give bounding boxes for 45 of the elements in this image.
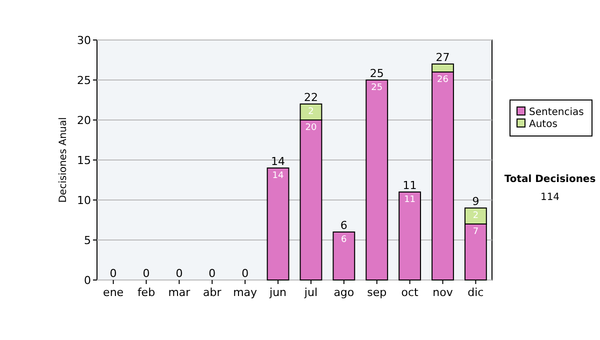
data-label: 6	[341, 235, 348, 245]
y-tick-label: 20	[77, 114, 91, 127]
x-tick-label: jul	[303, 286, 318, 299]
total-label: 27	[436, 51, 450, 64]
x-tick-label: ene	[103, 286, 124, 299]
data-label: 7	[472, 227, 479, 237]
y-tick-label: 0	[84, 274, 91, 287]
x-tick-label: ago	[334, 286, 354, 299]
data-label: 26	[437, 75, 449, 85]
y-axis-title: Decisiones Anual	[58, 117, 69, 203]
legend-label: Sentencias	[529, 107, 584, 118]
x-tick-label: mar	[168, 286, 191, 299]
y-tick-label: 10	[77, 194, 91, 207]
x-tick-label: dic	[468, 286, 484, 299]
total-label: 14	[271, 155, 286, 168]
x-tick-label: may	[233, 286, 258, 299]
data-label: 14	[272, 171, 284, 181]
total-label: 6	[340, 219, 348, 232]
data-label: 2	[472, 211, 479, 221]
data-label: 11	[404, 195, 416, 205]
y-tick-label: 30	[77, 34, 91, 47]
y-tick-label: 5	[84, 234, 91, 247]
total-label: 0	[208, 267, 216, 280]
total-label: 0	[242, 267, 249, 280]
data-label: 2	[308, 107, 314, 117]
total-label: 9	[472, 195, 480, 208]
x-tick-label: nov	[432, 286, 454, 299]
data-label: 25	[371, 83, 383, 93]
text: Total Decisiones	[504, 174, 596, 185]
x-tick-label: jun	[268, 286, 287, 299]
x-tick-label: oct	[401, 286, 420, 299]
x-tick-label: sep	[367, 286, 387, 299]
total-label: 0	[110, 267, 117, 280]
total-label: 22	[304, 91, 318, 104]
total-label: 0	[142, 267, 150, 280]
total-label: 0	[176, 267, 183, 280]
y-tick-label: 15	[77, 154, 91, 167]
total-label: 25	[370, 67, 384, 80]
x-tick-label: abr	[203, 286, 222, 299]
x-tick-label: feb	[137, 286, 156, 299]
legend-label: Autos	[529, 119, 558, 130]
text: 114	[540, 192, 560, 203]
y-tick-label: 25	[77, 74, 91, 87]
data-label: 20	[305, 123, 317, 133]
total-label: 11	[402, 179, 417, 192]
